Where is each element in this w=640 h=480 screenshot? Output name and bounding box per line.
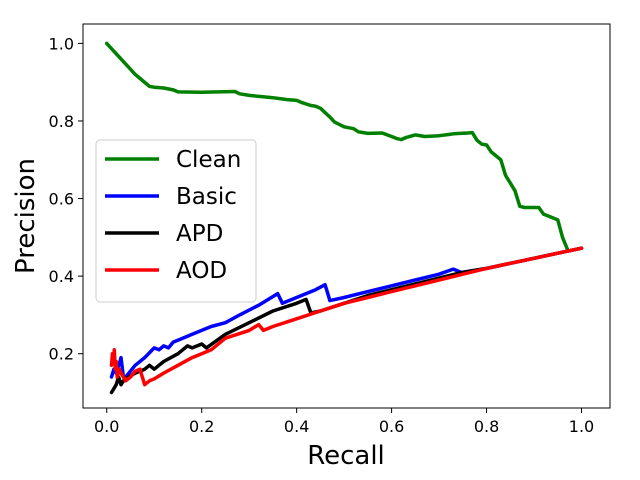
plot-frame bbox=[82, 23, 611, 409]
x-tick-label: 0.6 bbox=[379, 417, 404, 436]
x-tick-label: 0.4 bbox=[284, 417, 309, 436]
y-tick-label: 1.0 bbox=[49, 34, 74, 53]
x-tick-label: 0.2 bbox=[189, 417, 214, 436]
y-axis-title: Precision bbox=[11, 158, 41, 274]
y-tick-label: 0.8 bbox=[49, 112, 74, 131]
y-axis: 0.2 0.4 0.6 0.8 1.0 bbox=[49, 34, 83, 364]
legend-label-aod: AOD bbox=[176, 258, 227, 284]
x-axis: 0.0 0.2 0.4 0.6 0.8 1.0 bbox=[94, 408, 594, 436]
legend-label-apd: APD bbox=[176, 221, 223, 247]
legend-box bbox=[95, 139, 257, 303]
x-axis-title: Recall bbox=[307, 441, 385, 471]
x-tick-label: 1.0 bbox=[569, 417, 594, 436]
y-tick-label: 0.4 bbox=[49, 267, 74, 286]
series-line-aod bbox=[109, 246, 584, 387]
x-tick-label: 0.0 bbox=[94, 417, 119, 436]
legend-label-basic: Basic bbox=[176, 184, 237, 210]
y-tick-label: 0.6 bbox=[49, 190, 74, 209]
x-tick-label: 0.8 bbox=[474, 417, 499, 436]
series-line-clean bbox=[104, 41, 570, 251]
series-layer bbox=[104, 41, 584, 395]
y-tick-label: 0.2 bbox=[49, 345, 74, 364]
legend: Clean Basic APD AOD bbox=[95, 139, 257, 303]
legend-label-clean: Clean bbox=[176, 147, 241, 173]
